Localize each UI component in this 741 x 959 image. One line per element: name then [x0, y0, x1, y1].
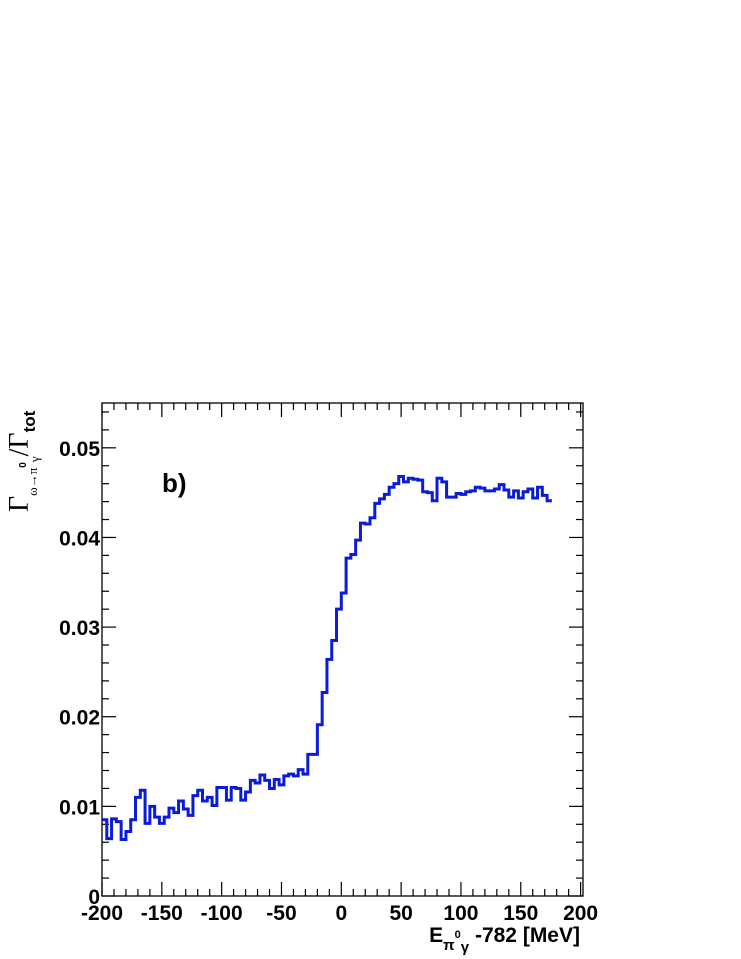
y-tick-label: 0.03: [59, 617, 100, 640]
x-axis-title: Eπ0γ -782 [MeV]: [429, 924, 580, 956]
x-axis-title-sub-b: γ: [461, 939, 470, 956]
x-tick-label: -200: [81, 902, 123, 925]
y-axis-title-slash: /Γ: [4, 432, 35, 456]
x-tick-label: 100: [443, 902, 478, 925]
x-tick-labels: -200 -150 -100 -50 0 50 100 150 200: [81, 902, 598, 925]
x-axis-title-main: E: [429, 924, 443, 947]
y-axis-title-sub: ω→π: [25, 467, 40, 496]
y-axis-title-main: Γ: [4, 496, 35, 512]
x-axis-title-suffix: -782 [MeV]: [469, 924, 580, 947]
y-tick-label: 0.02: [59, 707, 100, 730]
axis-ticks: [101, 403, 583, 897]
y-tick-label: 0.05: [59, 438, 100, 461]
y-axis-title: Γω→π0γ/Γtot: [4, 410, 42, 512]
x-tick-label: -50: [266, 902, 296, 925]
y-tick-label: 0: [88, 886, 100, 909]
y-axis-title-sub2: γ: [27, 456, 42, 463]
x-tick-label: 50: [389, 902, 412, 925]
x-axis-title-sub-a: π: [443, 937, 455, 954]
x-tick-label: 0: [335, 902, 347, 925]
series-line: [102, 475, 552, 842]
plot-frame: [101, 402, 584, 897]
x-axis-title-sup: 0: [455, 929, 461, 941]
y-tick-label: 0.01: [59, 796, 100, 819]
y-tick-labels: 0 0.01 0.02 0.03 0.04 0.05: [59, 438, 100, 909]
x-tick-label: 200: [563, 902, 598, 925]
annotation-label: b): [162, 468, 187, 498]
x-tick-label: -150: [141, 902, 183, 925]
y-axis-title-tot: tot: [20, 410, 39, 432]
y-tick-label: 0.04: [59, 527, 100, 550]
x-tick-label: 150: [503, 902, 538, 925]
y-axis-title-sup: 0: [18, 462, 29, 468]
x-tick-label: -100: [201, 902, 243, 925]
